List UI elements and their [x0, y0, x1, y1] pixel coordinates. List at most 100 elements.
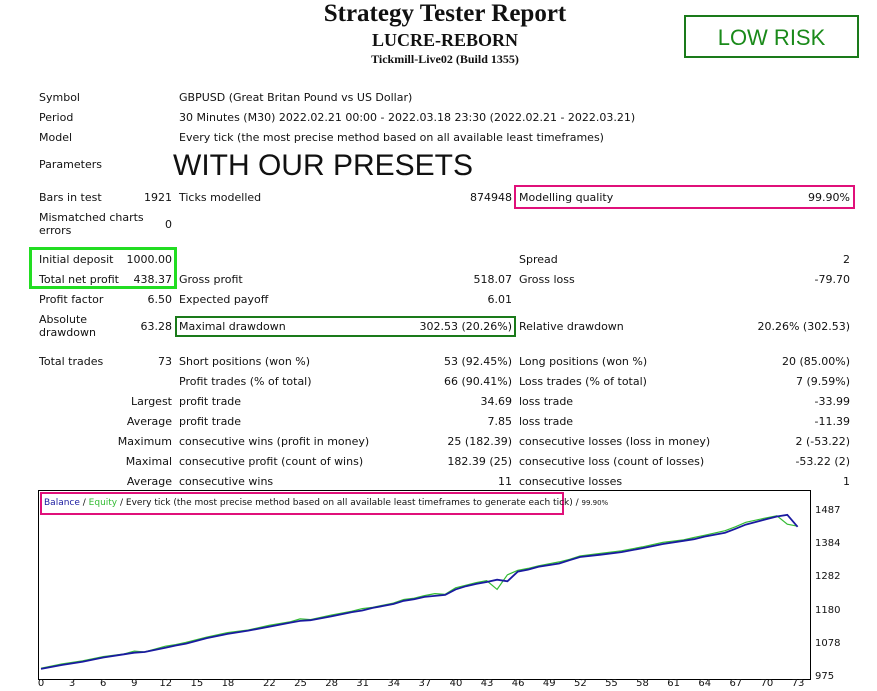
- max-drawdown-label: Maximal drawdown: [179, 320, 286, 333]
- modelling-quality-box: [514, 185, 855, 209]
- max-cons-losses-value: 2 (-53.22): [795, 435, 850, 448]
- abs-drawdown-label-2: drawdown: [39, 326, 96, 339]
- expected-payoff-label: Expected payoff: [179, 293, 269, 306]
- model-label: Model: [39, 131, 73, 144]
- maximal-cons-loss-value: -53.22 (2): [795, 455, 850, 468]
- x-tick-label: 25: [294, 678, 307, 689]
- x-tick-label: 18: [221, 678, 235, 689]
- loss-trades-value: 7 (9.59%): [795, 375, 850, 388]
- presets-overlay: WITH OUR PRESETS: [173, 149, 474, 182]
- period-value: 30 Minutes (M30) 2022.02.21 00:00 - 2022…: [179, 111, 636, 124]
- deposit-label: Initial deposit: [39, 253, 114, 266]
- gross-profit-value: 518.07: [473, 273, 513, 286]
- x-tick-label: 34: [387, 678, 401, 689]
- x-tick-label: 12: [159, 678, 173, 689]
- server-build: Tickmill-Live02 (Build 1355): [371, 52, 519, 66]
- x-tick-label: 61: [667, 678, 680, 689]
- spread-value: 2: [843, 253, 850, 266]
- x-tick-label: 58: [636, 678, 649, 689]
- balance-line: [40, 513, 799, 670]
- parameters-label: Parameters: [39, 158, 102, 171]
- y-tick-label: 1384: [815, 538, 841, 550]
- average-2-label: Average: [126, 475, 172, 488]
- gross-profit-label: Gross profit: [179, 273, 243, 286]
- maximum-label: Maximum: [117, 435, 172, 448]
- x-tick-label: 52: [573, 678, 587, 689]
- spread-label: Spread: [519, 253, 558, 266]
- bars-value: 1921: [144, 191, 172, 204]
- y-tick-label: 1078: [815, 637, 841, 649]
- net-profit-value: 438.37: [133, 273, 173, 286]
- x-tick-label: 22: [263, 678, 276, 689]
- avg-cons-losses-label: consecutive losses: [519, 475, 623, 488]
- max-cons-losses-label: consecutive losses (loss in money): [519, 435, 711, 448]
- gross-loss-value: -79.70: [814, 273, 850, 286]
- maximal-label: Maximal: [125, 455, 172, 468]
- largest-profit-value: 34.69: [480, 395, 513, 408]
- x-tick-label: 15: [190, 678, 204, 689]
- short-positions-value: 53 (92.45%): [443, 355, 512, 368]
- x-tick-label: 6: [100, 678, 107, 689]
- x-tick-label: 40: [449, 678, 463, 689]
- report-title: Strategy Tester Report: [323, 0, 567, 27]
- gross-loss-label: Gross loss: [519, 273, 575, 286]
- avg-loss-label: loss trade: [519, 415, 574, 428]
- x-tick-label: 55: [605, 678, 618, 689]
- risk-badge: LOW RISK: [684, 15, 859, 58]
- legend-box: [40, 492, 564, 515]
- profit-trades-value: 66 (90.41%): [443, 375, 512, 388]
- chart-legend: Balance / Equity / Every tick (the most …: [44, 498, 608, 509]
- x-tick-label: 28: [325, 678, 338, 689]
- max-cons-wins-label: consecutive wins (profit in money): [179, 435, 370, 448]
- ticks-value: 874948: [470, 191, 512, 204]
- largest-label: Largest: [131, 395, 172, 408]
- x-tick-label: 3: [68, 678, 76, 689]
- profit-factor-label: Profit factor: [39, 293, 104, 306]
- ea-name: LUCRE-REBORN: [371, 30, 518, 50]
- maximal-cons-loss-label: consecutive loss (count of losses): [519, 455, 705, 468]
- maximal-cons-profit-label: consecutive profit (count of wins): [179, 455, 364, 468]
- avg-cons-wins-label: consecutive wins: [179, 475, 274, 488]
- mq-label: Modelling quality: [519, 191, 614, 204]
- max-drawdown-box: [175, 316, 516, 337]
- ticks-label: Ticks modelled: [179, 191, 262, 204]
- x-tick-label: 9: [131, 678, 138, 689]
- legend-description: / Every tick (the most precise method ba…: [117, 498, 573, 508]
- legend-equity: Equity: [88, 498, 118, 508]
- mq-value: 99.90%: [808, 191, 850, 204]
- symbol-label: Symbol: [39, 91, 80, 104]
- y-tick-label: 1282: [815, 571, 841, 583]
- x-tick-label: 64: [698, 678, 712, 689]
- largest-loss-value: -33.99: [814, 395, 850, 408]
- short-positions-label: Short positions (won %): [179, 355, 311, 368]
- abs-drawdown-value: 63.28: [140, 320, 173, 333]
- long-positions-value: 20 (85.00%): [781, 355, 850, 368]
- avg-loss-value: -11.39: [814, 415, 850, 428]
- model-value: Every tick (the most precise method base…: [179, 131, 604, 144]
- legend-balance: Balance: [44, 498, 80, 508]
- avg-profit-label: profit trade: [179, 415, 242, 428]
- avg-cons-wins-value: 11: [498, 475, 512, 488]
- legend-sep-2: /: [572, 498, 582, 508]
- y-tick-label: 1487: [815, 504, 841, 516]
- symbol-value: GBPUSD (Great Britan Pound vs US Dollar): [179, 91, 413, 104]
- x-tick-label: 73: [791, 678, 805, 689]
- long-positions-label: Long positions (won %): [519, 355, 648, 368]
- equity-line: [40, 515, 798, 669]
- legend-quality: 99.90%: [581, 499, 609, 507]
- expected-payoff-value: 6.01: [487, 293, 513, 306]
- x-tick-label: 43: [480, 678, 494, 689]
- x-tick-label: 31: [356, 678, 370, 689]
- largest-profit-label: profit trade: [179, 395, 242, 408]
- bars-label: Bars in test: [39, 191, 102, 204]
- maximal-cons-profit-value: 182.39 (25): [447, 455, 512, 468]
- x-tick-label: 0: [37, 678, 45, 689]
- x-tick-label: 49: [542, 678, 556, 689]
- x-tick-label: 37: [418, 678, 432, 689]
- legend-sep-1: /: [79, 498, 89, 508]
- rel-drawdown-value: 20.26% (302.53): [757, 320, 850, 333]
- max-cons-wins-value: 25 (182.39): [447, 435, 512, 448]
- x-tick-label: 46: [511, 678, 525, 689]
- rel-drawdown-label: Relative drawdown: [519, 320, 624, 333]
- net-profit-label: Total net profit: [39, 273, 119, 286]
